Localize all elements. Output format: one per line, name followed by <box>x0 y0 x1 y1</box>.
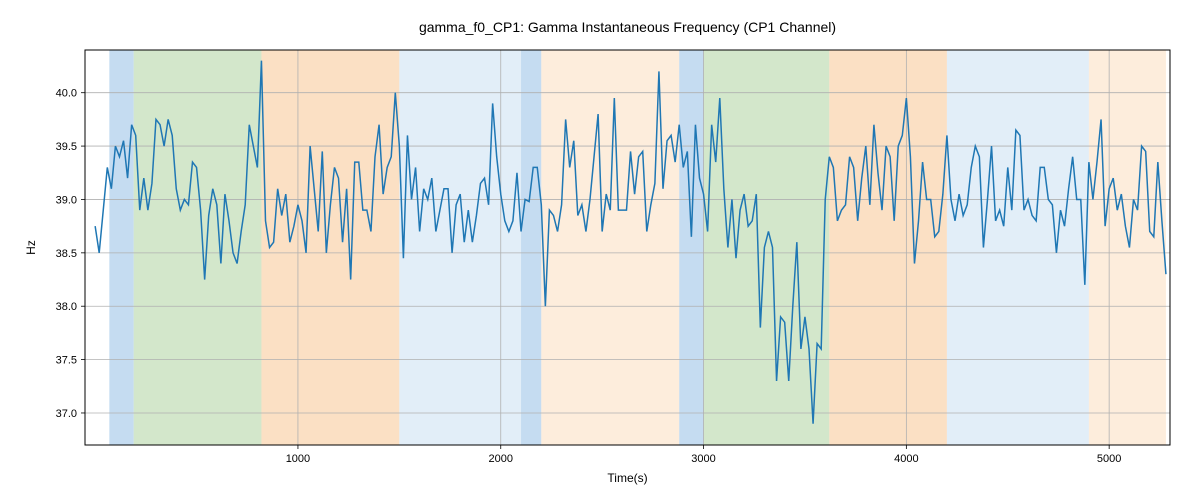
region-band <box>1089 50 1166 445</box>
x-tick-label: 3000 <box>691 453 715 465</box>
x-tick-label: 1000 <box>286 453 310 465</box>
y-tick-label: 39.0 <box>56 194 77 206</box>
region-band <box>134 50 262 445</box>
x-tick-label: 5000 <box>1097 453 1121 465</box>
chart-svg: 1000 2000 3000 4000 5000 37.0 37.5 38.0 38.5 39.0… <box>0 0 1200 500</box>
region-band <box>261 50 399 445</box>
region-band <box>521 50 541 445</box>
x-tick-label: 4000 <box>894 453 918 465</box>
region-band <box>399 50 521 445</box>
region-band <box>679 50 703 445</box>
region-band <box>109 50 133 445</box>
y-tick-label: 38.5 <box>56 248 77 260</box>
chart-container: 1000 2000 3000 4000 5000 37.0 37.5 38.0 38.5 39.0… <box>0 0 1200 500</box>
y-tick-label: 37.5 <box>56 355 77 367</box>
region-bands <box>109 50 1166 445</box>
region-band <box>829 50 947 445</box>
y-axis-label: Hz <box>24 240 38 255</box>
chart-title: gamma_f0_CP1: Gamma Instantaneous Freque… <box>419 19 836 35</box>
region-band <box>541 50 679 445</box>
x-axis-label: Time(s) <box>607 471 647 485</box>
y-tick-label: 40.0 <box>56 88 77 100</box>
region-band <box>947 50 1089 445</box>
y-tick-label: 39.5 <box>56 141 77 153</box>
y-tick-label: 37.0 <box>56 408 77 420</box>
y-tick-label: 38.0 <box>56 301 77 313</box>
x-tick-label: 2000 <box>489 453 513 465</box>
